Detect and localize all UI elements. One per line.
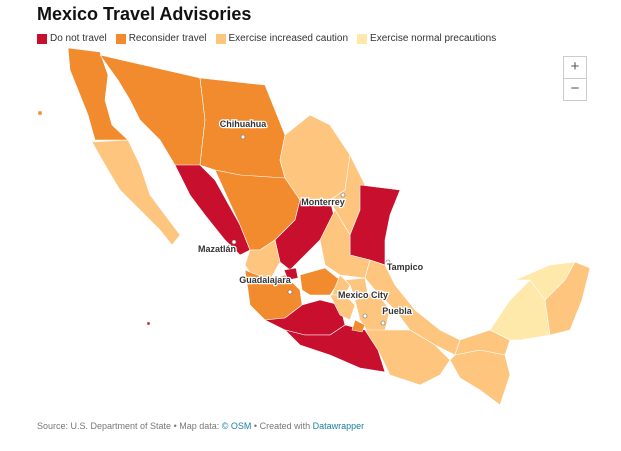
state xyxy=(329,294,356,321)
osm-link[interactable]: © OSM xyxy=(221,421,252,431)
legend-swatch xyxy=(215,33,226,44)
legend-swatch xyxy=(357,33,368,44)
state xyxy=(91,139,181,246)
zoom-in[interactable]: + xyxy=(563,56,587,79)
state xyxy=(283,267,299,281)
legend-item: Reconsider travel xyxy=(115,33,207,44)
city-label: Chihuahua xyxy=(220,119,267,129)
city-dot xyxy=(340,192,346,198)
footer: Source: U.S. Department of State • Map d… xyxy=(37,421,364,431)
legend-item: Do not travel xyxy=(37,33,107,44)
legend-swatch xyxy=(115,33,126,44)
city-label: Puebla xyxy=(382,306,413,316)
city-label: Monterrey xyxy=(301,197,345,207)
legend-label: Reconsider travel xyxy=(128,33,207,44)
legend-label: Do not travel xyxy=(50,33,107,44)
zoom-out[interactable]: − xyxy=(563,78,587,101)
city-label: Guadalajara xyxy=(239,275,292,285)
legend: Do not travel Reconsider travel Exercise i… xyxy=(37,33,496,44)
city-label: Tampico xyxy=(387,262,424,272)
state xyxy=(449,349,511,406)
legend-label: Exercise normal precautions xyxy=(370,33,497,44)
state xyxy=(351,319,366,333)
city-dot xyxy=(287,289,293,295)
state xyxy=(199,77,286,181)
state xyxy=(364,329,451,386)
legend-item: Exercise increased caution xyxy=(215,33,349,44)
city-label: Mexico City xyxy=(338,290,388,300)
legend-label: Exercise increased caution xyxy=(228,33,349,44)
state xyxy=(244,239,281,281)
city-label: Mazatlán xyxy=(198,244,236,254)
credit-link[interactable]: Datawrapper xyxy=(312,421,365,431)
source: Source: U.S. Department of State • Map d… xyxy=(37,421,220,431)
city-dot xyxy=(240,134,246,140)
city-dot xyxy=(385,259,391,265)
city-dot xyxy=(362,313,368,319)
state xyxy=(544,261,591,336)
legend-swatch xyxy=(37,33,47,44)
legend-item: Exercise normal precautions xyxy=(357,33,496,44)
city-dot xyxy=(380,320,386,326)
state xyxy=(146,321,151,326)
state xyxy=(37,110,43,116)
state xyxy=(174,164,251,256)
title: Mexico Travel Advisories xyxy=(37,4,252,24)
created-with: • Created with xyxy=(253,421,311,431)
city-dot xyxy=(231,239,237,245)
